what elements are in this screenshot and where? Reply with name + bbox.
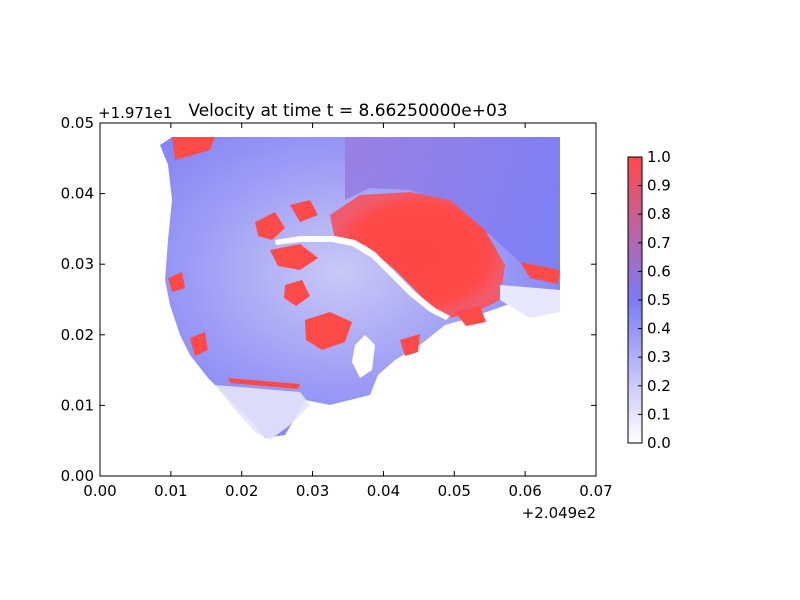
x-tick-label: 0.01 [154,482,187,500]
y-tick-label: 0.05 [61,114,94,132]
colorbar-tick-label: 0.4 [647,320,671,338]
y-tick-label: 0.02 [61,326,94,344]
field-channel-hot [330,192,505,318]
y-axis: 0.00 0.01 0.02 0.03 0.04 0.05 [61,114,596,485]
x-tick-label: 0.00 [83,482,116,500]
field-hot-patch [228,378,300,389]
colorbar-tick-label: 0.0 [647,434,671,452]
y-offset-label: +1.971e1 [98,104,172,122]
field-hot-patch [190,332,208,356]
colorbar-tick-label: 1.0 [647,148,671,166]
x-tick-label: 0.02 [225,482,258,500]
field-breakwater [275,236,450,320]
x-tick-label: 0.07 [579,482,612,500]
axes-frame [99,122,597,477]
field-offshore-pale [500,285,560,318]
x-axis: 0.00 0.01 0.02 0.03 0.04 0.05 0.06 0.07 [83,123,613,500]
field-hot-patch [400,334,420,356]
field-hot-patch [290,200,318,222]
x-tick-label: 0.05 [438,482,471,500]
y-tick-label: 0.04 [61,185,94,203]
colorbar-tick-label: 0.3 [647,348,671,366]
x-tick-label: 0.04 [367,482,400,500]
field-hot-patch [284,280,310,306]
field-hot-patch [520,262,560,284]
y-tick-label: 0.03 [61,255,94,273]
field-hot-patch [305,312,352,350]
colorbar-tick-label: 0.8 [647,205,671,223]
colorbar-tick-label: 0.9 [647,177,671,195]
y-tick-label: 0.00 [61,467,94,485]
field-hot-patch [270,244,318,270]
field-sheltered-bay [215,385,310,440]
colorbar-axis: 0.0 0.1 0.2 0.3 0.4 0.5 0.6 0.7 0.8 0.9 1.0 [638,148,671,452]
x-tick-label: 0.03 [296,482,329,500]
colorbar-tick-label: 0.7 [647,234,671,252]
field-hot-patch [255,212,285,240]
field-hot-patch [168,272,185,292]
x-tick-label: 0.06 [508,482,541,500]
velocity-field [160,137,560,440]
colorbar-tick-label: 0.1 [647,405,671,423]
x-offset-label: +2.049e2 [522,504,596,522]
colorbar-tick-label: 0.2 [647,377,671,395]
chart-title: Velocity at time t = 8.66250000e+03 [188,101,507,121]
field-hot-patch [172,137,215,160]
colorbar-tick-label: 0.5 [647,291,671,309]
y-tick-label: 0.01 [61,396,94,414]
field-bay-pale [352,335,375,378]
colorbar-tick-label: 0.6 [647,262,671,280]
field-hot-patch [455,306,486,326]
